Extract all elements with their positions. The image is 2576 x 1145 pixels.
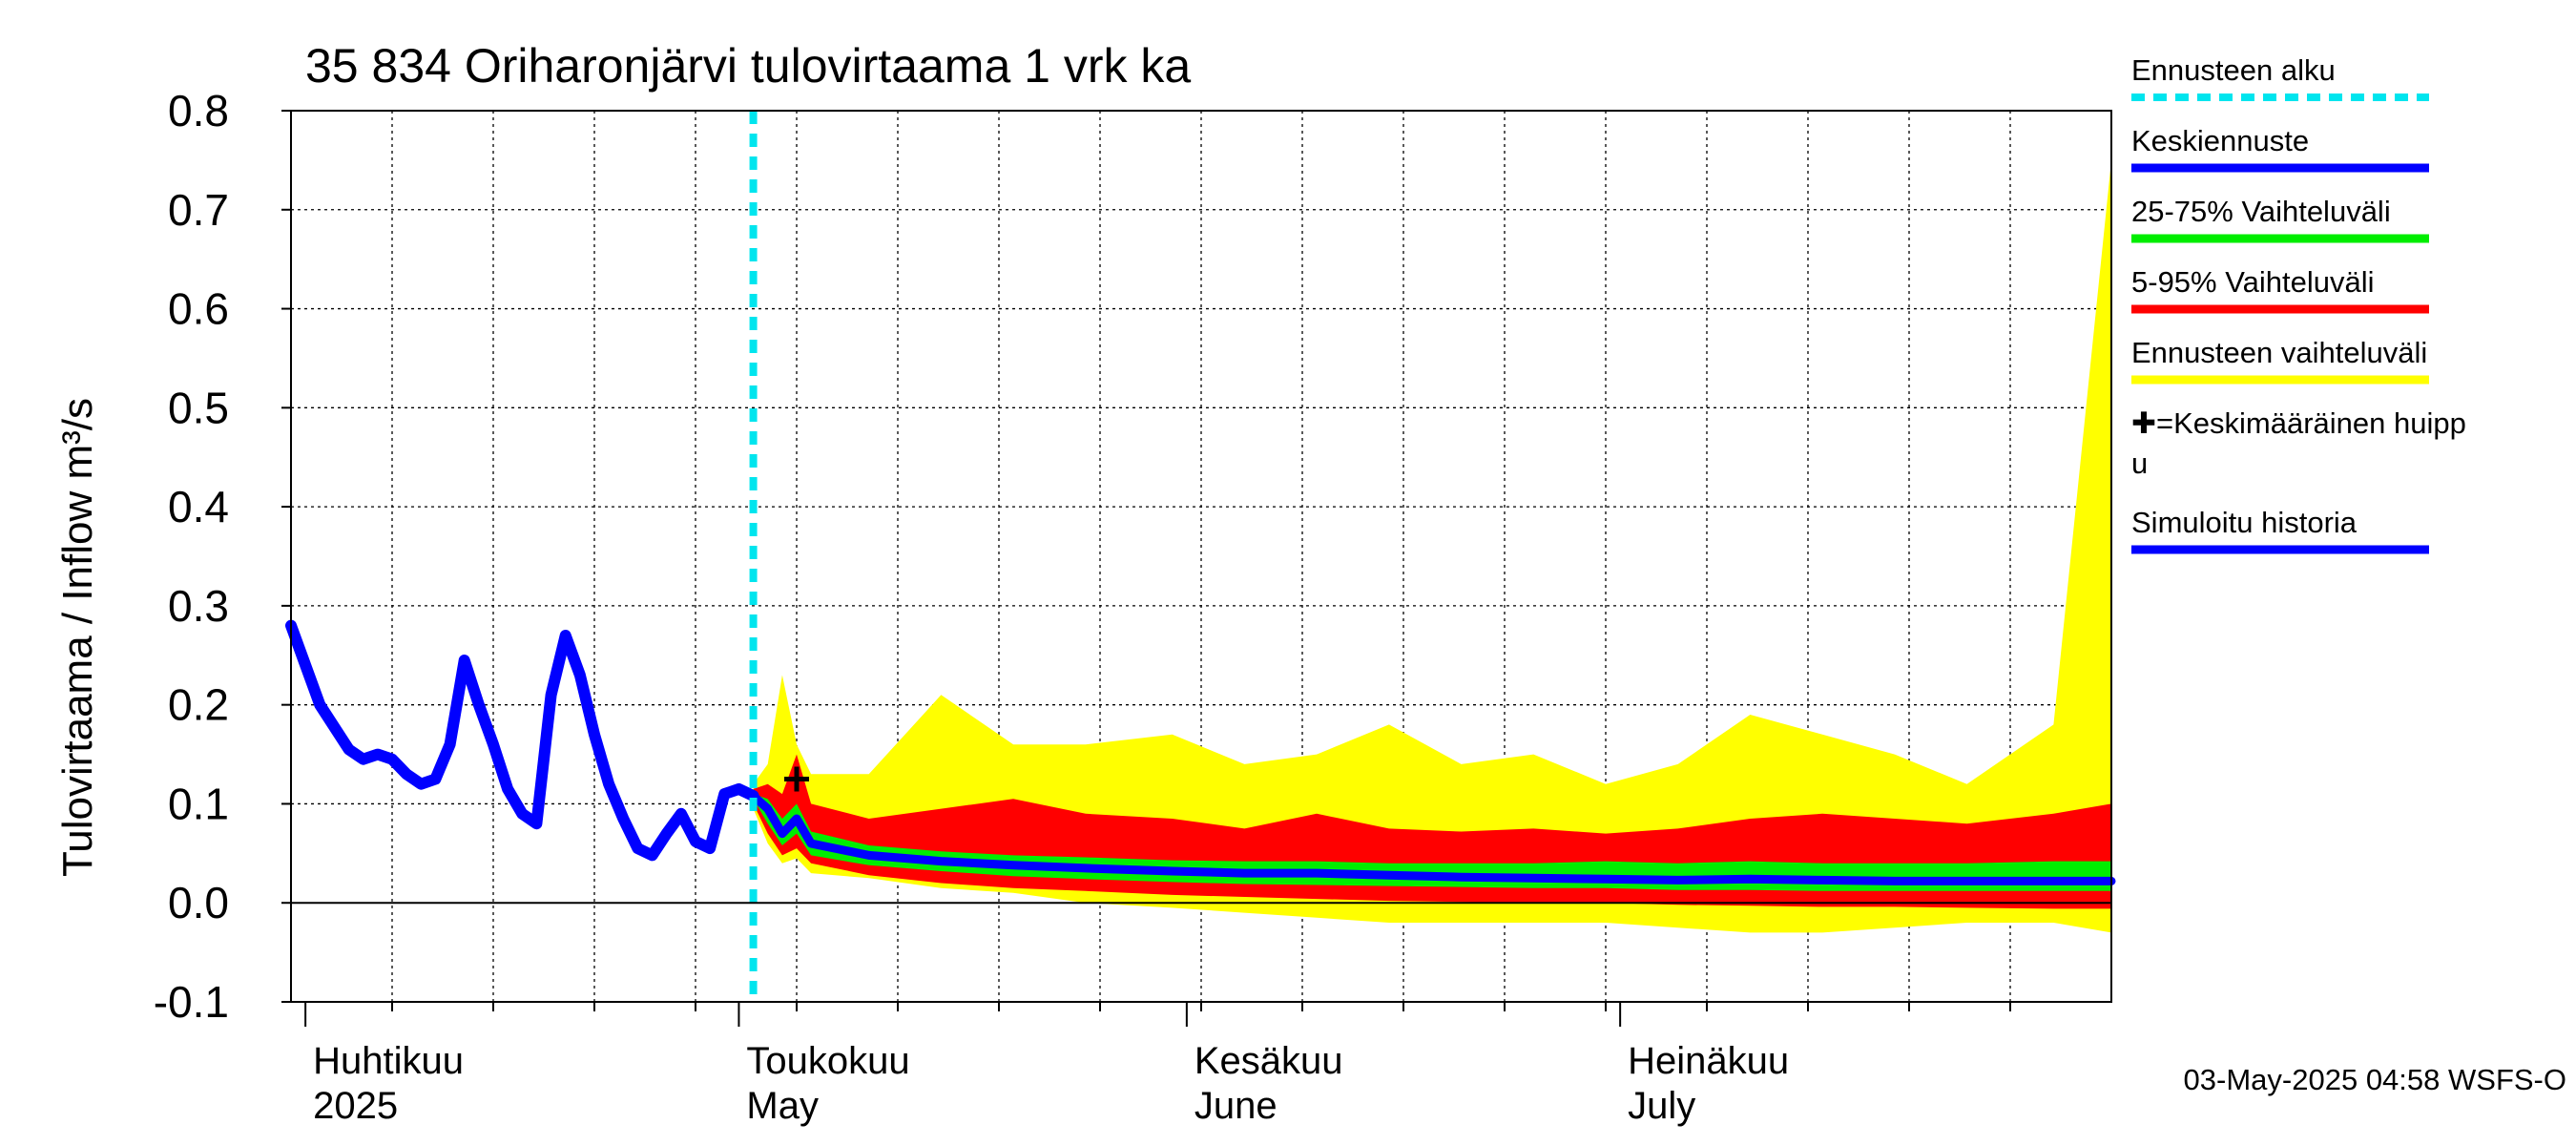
history-line [285, 619, 759, 862]
legend-label-peak: ✚=Keskimääräinen huipp [2131, 406, 2466, 440]
legend-label: Keskiennuste [2131, 124, 2309, 157]
month-sublabel: July [1628, 1085, 1695, 1127]
month-label: Kesäkuu [1195, 1040, 1343, 1082]
legend-label: 25-75% Vaihteluväli [2131, 195, 2391, 228]
forecast-range-band [753, 159, 2111, 933]
y-tick-label: 0.1 [168, 779, 229, 828]
legend-label: Simuloitu historia [2131, 506, 2358, 539]
y-tick-label: 0.0 [168, 878, 229, 927]
y-tick-label: -0.1 [154, 977, 229, 1027]
month-sublabel: 2025 [313, 1085, 398, 1127]
y-axis-label: Tulovirtaama / Inflow m³/s [54, 398, 101, 877]
y-tick-label: 0.8 [168, 86, 229, 135]
y-tick-label: 0.6 [168, 284, 229, 334]
y-tick-label: 0.5 [168, 383, 229, 432]
legend-label: Ennusteen vaihteluväli [2131, 336, 2427, 369]
legend: Ennusteen alku Keskiennuste 25-75% Vaihtel… [2131, 53, 2466, 554]
month-label: Toukokuu [746, 1040, 909, 1082]
peak-marker [784, 766, 809, 792]
chart-title: 35 834 Oriharonjärvi tulovirtaama 1 vrk … [305, 39, 1191, 93]
y-tick-label: 0.7 [168, 185, 229, 235]
legend-label-peak-cont: u [2131, 447, 2148, 480]
legend-label: Ennusteen alku [2131, 53, 2336, 87]
data-lines [285, 111, 2116, 1002]
y-tick-label: 0.2 [168, 680, 229, 730]
y-axis-ticks: -0.1 0.0 0.1 0.2 0.3 0.4 0.5 0.6 0.7 0.8 [154, 86, 291, 1027]
y-tick-label: 0.4 [168, 482, 229, 531]
month-sublabel: June [1195, 1085, 1278, 1127]
y-tick-label: 0.3 [168, 581, 229, 631]
month-label: Heinäkuu [1628, 1040, 1789, 1082]
month-label: Huhtikuu [313, 1040, 464, 1082]
timestamp: 03-May-2025 04:58 WSFS-O [2184, 1063, 2566, 1096]
legend-label: 5-95% Vaihteluväli [2131, 265, 2374, 299]
median-line [749, 791, 2116, 885]
month-sublabel: May [746, 1085, 819, 1127]
